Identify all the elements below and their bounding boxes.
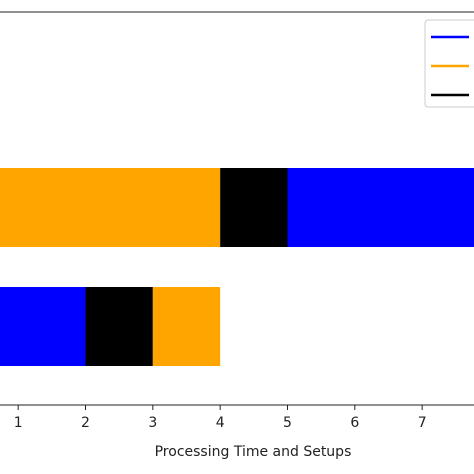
x-tick-label: 7	[418, 415, 427, 431]
x-tick-label: 2	[81, 415, 90, 431]
x-tick-label: 6	[350, 415, 359, 431]
gantt-segment	[85, 287, 153, 366]
x-tick-label: 1	[14, 415, 23, 431]
plot-area	[0, 168, 474, 366]
x-tick-label: 3	[148, 415, 157, 431]
x-axis-label: Processing Time and Setups	[155, 444, 352, 460]
legend-box	[424, 19, 474, 108]
x-tick-label: 5	[283, 415, 292, 431]
x-tick-label: 4	[216, 415, 225, 431]
gantt-segment	[0, 287, 86, 366]
gantt-segment	[0, 168, 221, 247]
gantt-segment	[220, 168, 288, 247]
gantt-segment	[287, 168, 474, 247]
gantt-segment	[152, 287, 221, 366]
